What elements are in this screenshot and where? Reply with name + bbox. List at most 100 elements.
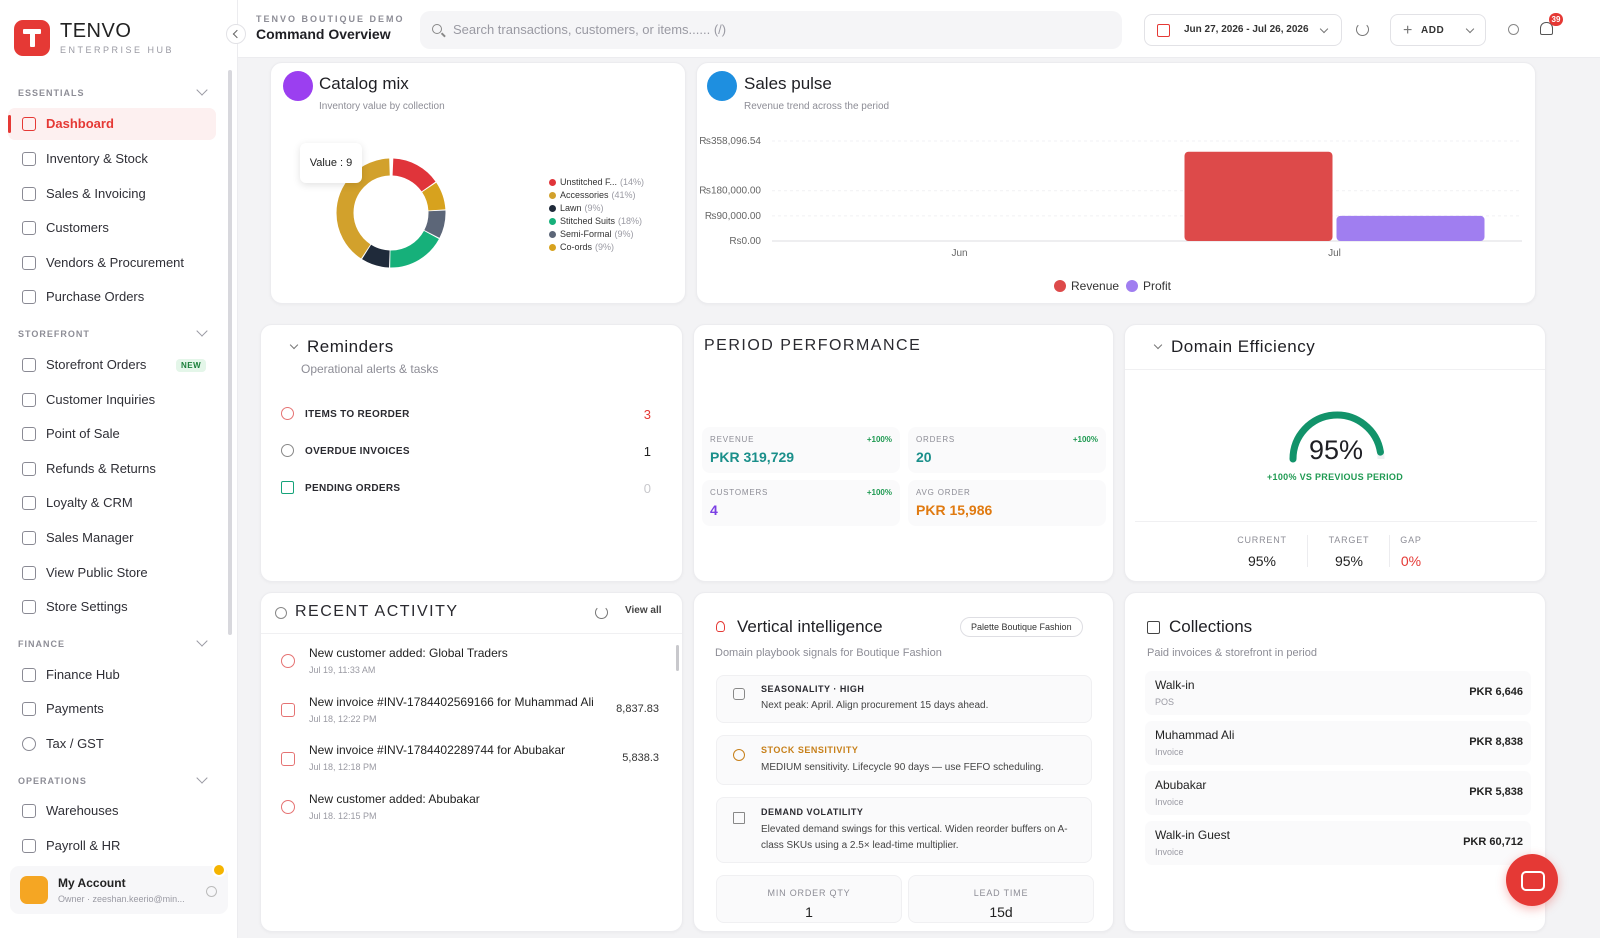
donut-slice-accessories[interactable]: [336, 158, 446, 268]
sidebar-item-payroll[interactable]: Payroll & HR: [8, 830, 216, 862]
sales-pulse-chart[interactable]: ₨358,096.54 ₨180,000.00 ₨90,000.00 Rs0.00 Ju…: [697, 123, 1535, 303]
sidebar-item-label: Store Settings: [46, 599, 128, 614]
legend-label: Co-ords: [560, 242, 593, 252]
collection-row[interactable]: Walk-in POS PKR 6,646: [1145, 671, 1531, 715]
plan-badge-icon: [212, 863, 226, 877]
refresh-icon[interactable]: [1356, 23, 1369, 36]
reminder-label[interactable]: PENDING ORDERS: [305, 483, 401, 494]
collapse-sidebar-button[interactable]: [226, 24, 246, 44]
collection-row[interactable]: Muhammad Ali Invoice PKR 8,838: [1145, 721, 1531, 765]
stat-label: CURRENT: [1237, 535, 1287, 545]
collection-type: Invoice: [1155, 797, 1184, 807]
bar-revenue[interactable]: [1184, 151, 1333, 241]
brand-subtitle: ENTERPRISE HUB: [60, 45, 175, 55]
sidebar-item-customers[interactable]: Customers: [8, 212, 216, 244]
pie-chart-icon: [283, 71, 313, 101]
ai-assistant-bot-icon[interactable]: [1506, 854, 1558, 906]
kpi-label: ORDERS: [916, 435, 956, 444]
legend-dot: [549, 244, 556, 252]
sidebar-item-vendors[interactable]: Vendors & Procurement: [8, 247, 216, 279]
divider: [1307, 535, 1308, 567]
gauge-trend: +100% VS PREVIOUS PERIOD: [1267, 472, 1403, 482]
date-range-picker[interactable]: Jun 27, 2026 - Jul 26, 2026: [1144, 14, 1342, 46]
section-essentials[interactable]: ESSENTIALS: [18, 88, 85, 98]
chevron-down-icon[interactable]: [289, 340, 299, 350]
sidebar-item-refunds[interactable]: Refunds & Returns: [8, 453, 216, 485]
legend-item: Stitched Suits (18%): [549, 216, 642, 226]
period-performance-card: PERIOD PERFORMANCE REVENUE PKR 319,729 +…: [693, 324, 1114, 582]
kpi-customers: CUSTOMERS 4 +100%: [702, 480, 900, 526]
activity-title[interactable]: New customer added: Global Traders: [309, 646, 508, 660]
y-tick-label: ₨180,000.00: [699, 186, 761, 197]
search-input[interactable]: Search transactions, customers, or items…: [420, 11, 1122, 49]
sidebar-item-label: Purchase Orders: [46, 289, 145, 304]
collection-row[interactable]: Abubakar Invoice PKR 5,838: [1145, 771, 1531, 815]
sidebar-item-store-settings[interactable]: Store Settings: [8, 591, 216, 623]
add-button[interactable]: + ADD: [1390, 14, 1486, 46]
chevron-down-icon[interactable]: [196, 325, 208, 337]
sidebar-scrollbar[interactable]: [228, 70, 232, 635]
tenvo-logo-icon[interactable]: [14, 20, 50, 56]
legend-item: Semi-Formal (9%): [549, 229, 634, 239]
kpi-trend: +100%: [866, 488, 892, 497]
refresh-icon[interactable]: [595, 606, 608, 619]
activity-title[interactable]: New invoice #INV-1784402569166 for Muham…: [309, 695, 594, 709]
efficiency-gauge: [1289, 411, 1385, 463]
sidebar-item-warehouses[interactable]: Warehouses: [8, 795, 216, 827]
legend-item: Co-ords (9%): [549, 242, 614, 252]
reminder-label[interactable]: OVERDUE INVOICES: [305, 446, 410, 457]
activity-scrollbar[interactable]: [676, 645, 679, 671]
chevron-down-icon[interactable]: [196, 635, 208, 647]
clock-icon: [733, 749, 745, 761]
activity-title[interactable]: New customer added: Abubakar: [309, 792, 480, 806]
sidebar-item-customer-inquiries[interactable]: Customer Inquiries: [8, 384, 216, 416]
activity-title[interactable]: New invoice #INV-1784402289744 for Abuba…: [309, 743, 566, 757]
legend-dot: [1054, 280, 1066, 292]
bar-profit[interactable]: [1336, 215, 1485, 241]
legend-label: Profit: [1143, 279, 1172, 293]
card-subtitle: Paid invoices & storefront in period: [1147, 647, 1317, 659]
date-range-text: Jun 27, 2026 - Jul 26, 2026: [1184, 24, 1309, 35]
sidebar-item-point-of-sale[interactable]: Point of Sale: [8, 418, 216, 450]
chevron-down-icon[interactable]: [1153, 340, 1163, 350]
sidebar-item-inventory[interactable]: Inventory & Stock: [8, 143, 216, 175]
reminder-label[interactable]: ITEMS TO REORDER: [305, 409, 410, 420]
sidebar-item-loyalty[interactable]: Loyalty & CRM: [8, 487, 216, 519]
sidebar-item-dashboard[interactable]: Dashboard: [8, 108, 216, 140]
breadcrumb: TENVO BOUTIQUE DEMO: [256, 14, 405, 24]
chevron-down-icon[interactable]: [196, 84, 208, 96]
sidebar-item-purchase-orders[interactable]: Purchase Orders: [8, 281, 216, 313]
catalog-donut[interactable]: [331, 153, 451, 273]
collections-card: Collections Paid invoices & storefront i…: [1124, 592, 1546, 932]
sidebar-item-label: Tax / GST: [46, 736, 104, 751]
sidebar-item-sales-manager[interactable]: Sales Manager: [8, 522, 216, 554]
view-all-link[interactable]: View all: [625, 605, 662, 616]
user-plus-icon: [281, 654, 295, 668]
chevron-down-icon[interactable]: [196, 772, 208, 784]
bell-icon[interactable]: [1540, 22, 1553, 35]
stat-value: 0%: [1400, 553, 1422, 569]
account-email: Owner · zeeshan.keerio@min...: [58, 894, 185, 904]
donut-slice-semi-formal[interactable]: [336, 158, 446, 268]
sidebar-item-storefront-orders[interactable]: Storefront Orders NEW: [8, 349, 216, 381]
sidebar-item-payments[interactable]: Payments: [8, 693, 216, 725]
sun-icon[interactable]: [1508, 24, 1519, 35]
palette-badge[interactable]: Palette Boutique Fashion: [960, 617, 1083, 637]
sidebar-item-sales[interactable]: Sales & Invoicing: [8, 178, 216, 210]
activity-time: Jul 19, 11:33 AM: [309, 665, 376, 675]
donut-slice-stitched[interactable]: [336, 158, 446, 268]
legend-dot: [549, 192, 556, 200]
sidebar-item-tax[interactable]: Tax / GST: [8, 728, 216, 760]
section-operations[interactable]: OPERATIONS: [18, 776, 87, 786]
sidebar-item-finance-hub[interactable]: Finance Hub: [8, 659, 216, 691]
collection-row[interactable]: Walk-in Guest Invoice PKR 60,712: [1145, 821, 1531, 865]
account-name: My Account: [58, 876, 126, 890]
collection-type: Invoice: [1155, 847, 1184, 857]
sidebar-item-public-store[interactable]: View Public Store: [8, 557, 216, 589]
signal-stock-sensitivity: STOCK SENSITIVITY MEDIUM sensitivity. Li…: [716, 735, 1092, 785]
account-card[interactable]: My Account Owner · zeeshan.keerio@min...: [10, 863, 228, 914]
card-title: PERIOD PERFORMANCE: [704, 337, 922, 354]
section-storefront[interactable]: STOREFRONT: [18, 329, 90, 339]
gear-icon[interactable]: [206, 886, 217, 897]
section-finance[interactable]: FINANCE: [18, 639, 65, 649]
